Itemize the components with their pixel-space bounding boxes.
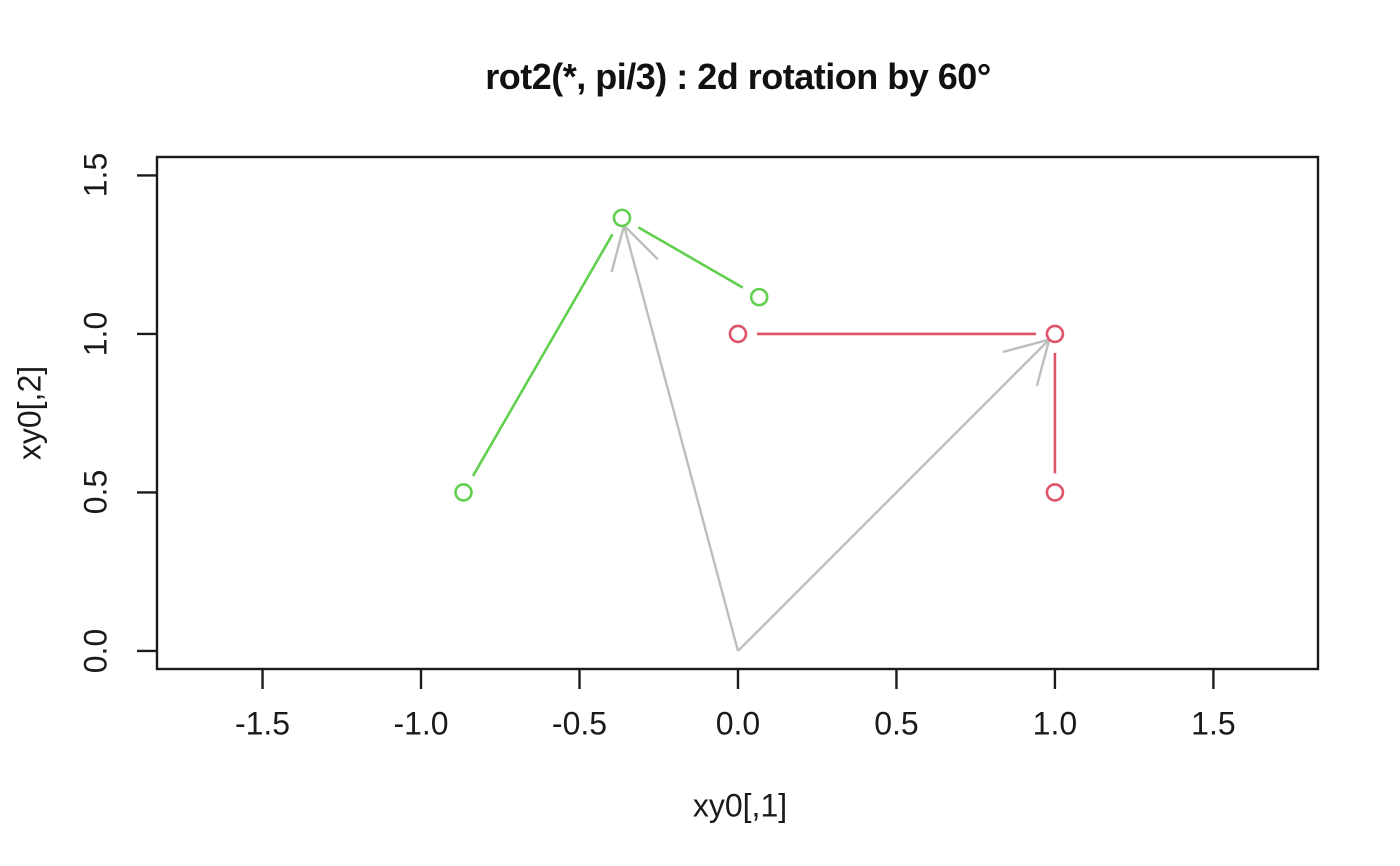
- rotation-arrow-head: [610, 225, 626, 273]
- x-tick-label: -1.5: [234, 705, 291, 742]
- y-axis-title: xy0[,2]: [11, 365, 48, 461]
- data-point-rotated-points-rot2-xy0-pi3: [612, 208, 632, 228]
- data-point-rotated-points-rot2-xy0-pi3: [749, 287, 769, 307]
- rotation-arrow-head: [1002, 338, 1050, 354]
- y-tick-label: 0.5: [77, 470, 114, 515]
- x-axis-title: xy0[,1]: [692, 787, 788, 824]
- data-point-original-points-xy0: [728, 324, 748, 344]
- x-tick-label: 1.0: [1032, 705, 1078, 742]
- y-tick-label: 1.5: [77, 153, 114, 198]
- data-point-original-points-xy0: [1045, 483, 1065, 502]
- rotation-arrow-head: [623, 224, 659, 261]
- x-tick-label: 1.5: [1191, 705, 1236, 742]
- data-point-rotated-points-rot2-xy0-pi3: [454, 483, 473, 502]
- x-tick-label: -1.0: [393, 705, 449, 742]
- x-tick-label: 0.0: [715, 705, 761, 742]
- data-point-original-points-xy0: [1045, 324, 1065, 344]
- rotation-arrow-head: [1035, 339, 1051, 387]
- series-segment-rotated-points-rot2-xy0-pi3: [637, 226, 744, 289]
- y-tick-label: 0.0: [77, 628, 114, 674]
- y-tick-label: 1.0: [77, 311, 114, 357]
- series-segment-rotated-points-rot2-xy0-pi3: [471, 233, 614, 477]
- x-tick-label: 0.5: [874, 705, 919, 742]
- plot-border: [155, 155, 1320, 671]
- x-tick-label: -0.5: [551, 705, 608, 742]
- rotation-arrow-shaft: [737, 338, 1051, 652]
- rotation-arrow-shaft: [622, 225, 740, 652]
- chart-title: rot2(*, pi/3) : 2d rotation by 60°: [485, 56, 991, 97]
